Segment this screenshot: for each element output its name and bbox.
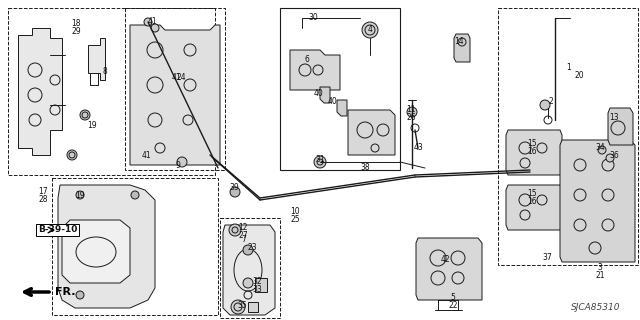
Text: 17: 17 [38, 188, 48, 196]
Text: 37: 37 [542, 253, 552, 262]
Text: FR.: FR. [55, 287, 76, 297]
Text: 29: 29 [71, 28, 81, 36]
Polygon shape [454, 34, 470, 62]
Text: 9: 9 [175, 161, 180, 170]
Text: 5: 5 [451, 293, 456, 302]
Text: 31: 31 [315, 156, 325, 164]
Circle shape [598, 146, 606, 154]
Text: 16: 16 [527, 196, 537, 205]
Bar [248, 302, 258, 312]
Text: 11: 11 [406, 106, 416, 115]
Text: 25: 25 [290, 215, 300, 225]
Polygon shape [560, 140, 635, 262]
Text: 19: 19 [87, 121, 97, 130]
Circle shape [177, 157, 187, 167]
Polygon shape [320, 87, 330, 103]
Polygon shape [337, 100, 347, 116]
Text: 10: 10 [290, 207, 300, 217]
Text: 18: 18 [71, 20, 81, 28]
Circle shape [76, 191, 84, 199]
Text: SJCA85310: SJCA85310 [570, 303, 620, 313]
Circle shape [151, 24, 159, 32]
Text: 41: 41 [147, 18, 157, 27]
Polygon shape [416, 238, 482, 300]
Text: 35: 35 [237, 300, 247, 309]
Text: 20: 20 [574, 71, 584, 81]
Text: 40: 40 [327, 98, 337, 107]
Text: 8: 8 [102, 68, 108, 76]
Text: 39: 39 [229, 183, 239, 193]
Circle shape [243, 278, 253, 288]
Circle shape [243, 245, 253, 255]
Text: 16: 16 [527, 148, 537, 156]
Polygon shape [608, 108, 633, 145]
Bar [125, 8, 225, 170]
Circle shape [314, 156, 326, 168]
Text: 32: 32 [252, 277, 262, 286]
Circle shape [230, 187, 240, 197]
Text: 27: 27 [238, 231, 248, 241]
Text: 43: 43 [414, 143, 424, 153]
Circle shape [80, 110, 90, 120]
Text: 1: 1 [566, 63, 572, 73]
Bar [8, 8, 215, 175]
Circle shape [540, 100, 550, 110]
Text: 23: 23 [247, 244, 257, 252]
Circle shape [229, 224, 241, 236]
Text: 3: 3 [598, 263, 602, 273]
Text: 33: 33 [252, 285, 262, 294]
Circle shape [131, 191, 139, 199]
Text: 41: 41 [171, 74, 181, 83]
Polygon shape [348, 110, 395, 155]
Text: 38: 38 [360, 164, 370, 172]
Text: B-39-10: B-39-10 [38, 226, 77, 235]
Text: 15: 15 [527, 139, 537, 148]
Text: 13: 13 [609, 114, 619, 123]
Polygon shape [506, 185, 562, 230]
Polygon shape [223, 225, 275, 315]
Text: 21: 21 [595, 271, 605, 281]
Text: 30: 30 [308, 13, 318, 22]
Text: 6: 6 [305, 55, 309, 65]
Polygon shape [58, 185, 155, 308]
Bar [52, 178, 218, 315]
Polygon shape [62, 220, 130, 283]
Text: 41: 41 [141, 150, 151, 159]
Text: 14: 14 [454, 37, 464, 46]
Circle shape [407, 107, 417, 117]
Text: 7: 7 [241, 236, 246, 244]
Text: 24: 24 [176, 74, 186, 83]
Text: 26: 26 [406, 114, 416, 123]
Text: 28: 28 [38, 196, 48, 204]
Circle shape [231, 300, 245, 314]
Text: 2: 2 [548, 98, 554, 107]
Bar [498, 8, 638, 265]
Circle shape [362, 22, 378, 38]
Text: 36: 36 [609, 150, 619, 159]
Circle shape [67, 150, 77, 160]
Text: 40: 40 [313, 90, 323, 99]
Bar [280, 8, 400, 170]
Polygon shape [88, 38, 105, 80]
Text: 19: 19 [75, 190, 85, 199]
Text: 15: 15 [527, 188, 537, 197]
Polygon shape [130, 25, 220, 165]
Bar [255, 278, 267, 292]
Circle shape [144, 18, 152, 26]
Text: 42: 42 [440, 255, 450, 265]
Text: 22: 22 [448, 301, 458, 310]
Polygon shape [290, 50, 340, 90]
Polygon shape [18, 28, 62, 155]
Bar [220, 218, 280, 318]
Polygon shape [506, 130, 562, 175]
Circle shape [76, 291, 84, 299]
Text: 12: 12 [238, 223, 248, 233]
Circle shape [606, 154, 614, 162]
Text: 34: 34 [595, 143, 605, 153]
Text: 4: 4 [367, 26, 372, 35]
